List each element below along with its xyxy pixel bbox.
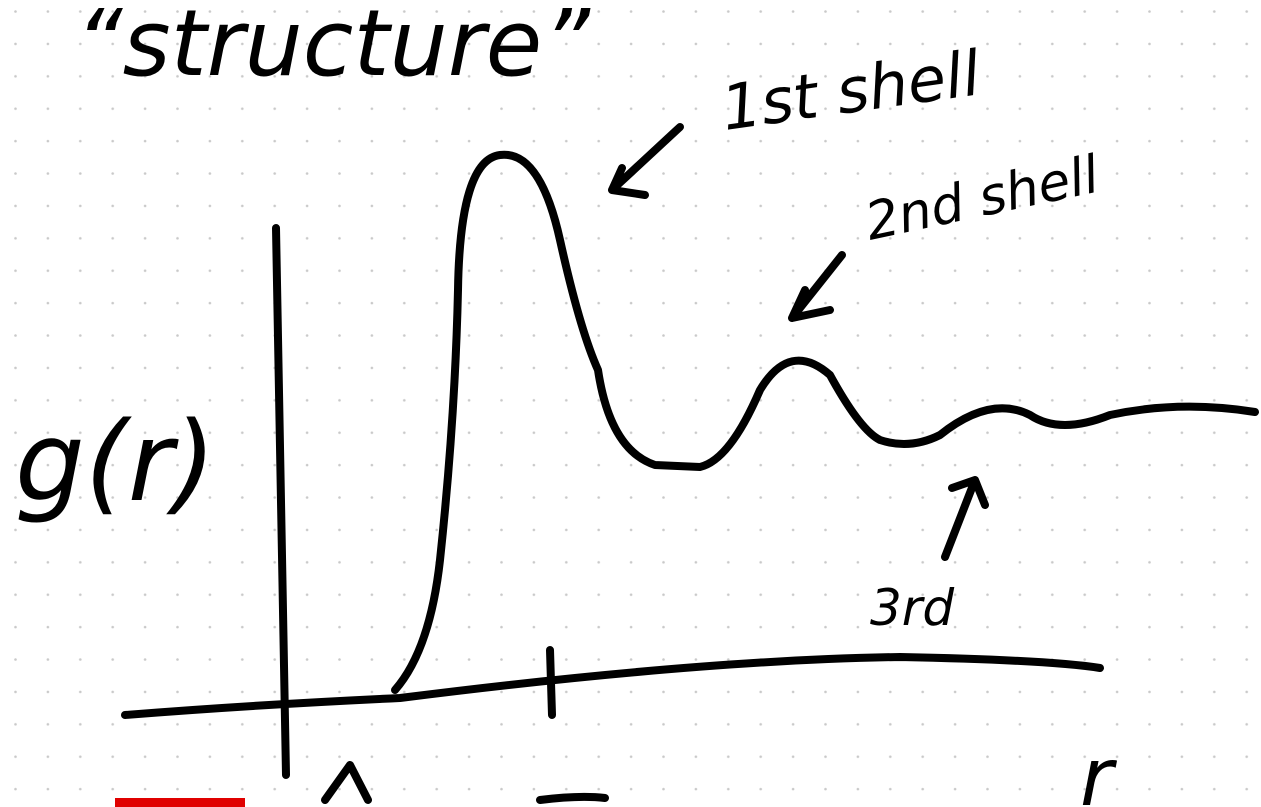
x-axis-label: r <box>1080 731 1118 807</box>
annotation-third-shell: 3rd <box>870 579 954 637</box>
stroke-bottom <box>540 797 605 800</box>
sketch-canvas: “structure” 1st shell 2nd shell 3rd g(r)… <box>0 0 1261 807</box>
y-axis-label: g(r) <box>15 398 216 526</box>
body: {"title": "“structure”", "annotations": … <box>0 0 1261 807</box>
page: sketch html, body { margin: 0; padding: … <box>0 0 1261 807</box>
x-tick <box>550 650 552 715</box>
red-mark <box>115 798 245 807</box>
title: “structure” <box>75 0 591 97</box>
